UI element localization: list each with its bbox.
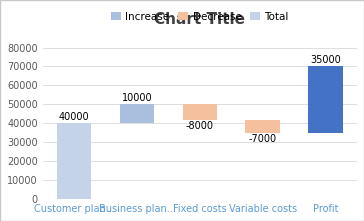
Text: -7000: -7000	[249, 134, 277, 144]
Legend: Increase, Decrease, Total: Increase, Decrease, Total	[107, 8, 293, 26]
Title: Chart Title: Chart Title	[154, 12, 245, 27]
Text: -8000: -8000	[186, 121, 214, 131]
Bar	[120, 104, 154, 123]
Bar	[308, 67, 343, 133]
Text: 10000: 10000	[122, 93, 152, 103]
Text: 40000: 40000	[59, 112, 89, 122]
Bar	[182, 104, 217, 120]
Text: 35000: 35000	[310, 55, 341, 65]
Bar	[57, 123, 91, 199]
Bar	[245, 120, 280, 133]
